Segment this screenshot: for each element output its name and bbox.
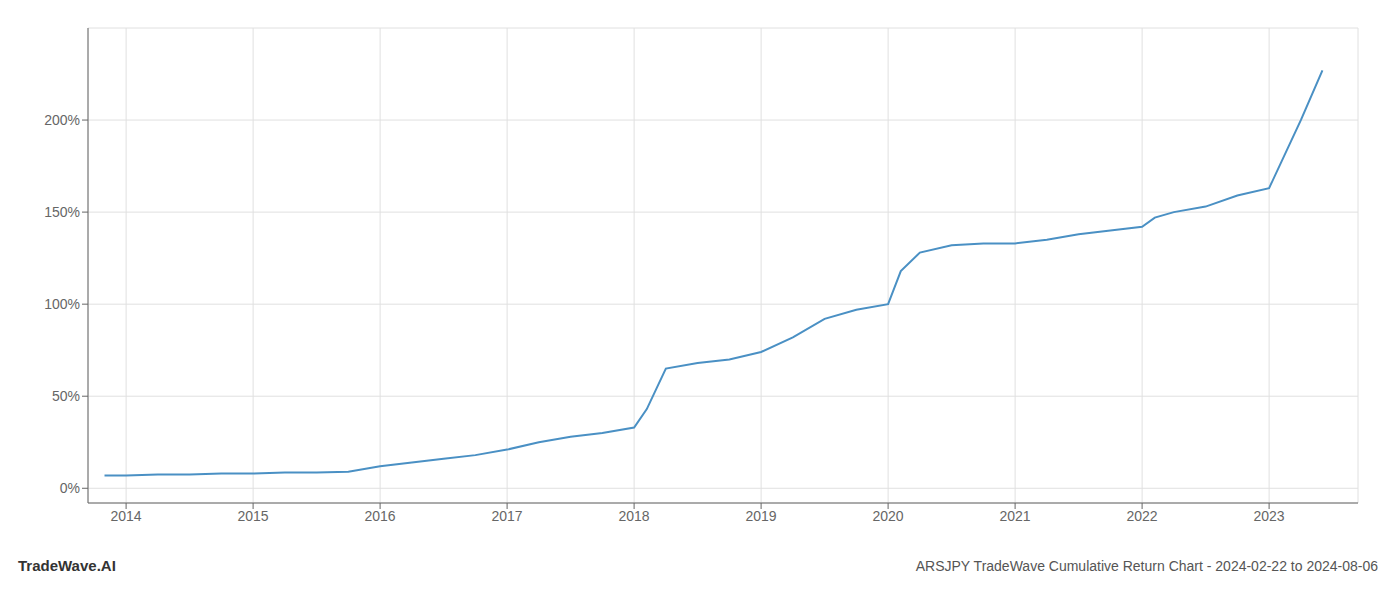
html-text:TradeWave.AI: TradeWave.AI <box>18 557 116 574</box>
svg-text:2017: 2017 <box>492 508 523 524</box>
svg-text:2023: 2023 <box>1254 508 1285 524</box>
svg-text:200%: 200% <box>44 112 80 128</box>
svg-text:150%: 150% <box>44 204 80 220</box>
svg-text:2014: 2014 <box>111 508 142 524</box>
svg-text:50%: 50% <box>52 388 80 404</box>
svg-text:100%: 100% <box>44 296 80 312</box>
svg-text:2019: 2019 <box>746 508 777 524</box>
svg-text:2015: 2015 <box>238 508 269 524</box>
svg-text:2021: 2021 <box>1000 508 1031 524</box>
svg-text:2018: 2018 <box>619 508 650 524</box>
svg-text:2020: 2020 <box>873 508 904 524</box>
html-text:ARSJPY TradeWave Cumulative Re: ARSJPY TradeWave Cumulative Return Chart… <box>915 557 1378 574</box>
svg-text:2022: 2022 <box>1127 508 1158 524</box>
svg-text:2016: 2016 <box>365 508 396 524</box>
svg-text:0%: 0% <box>60 480 80 496</box>
